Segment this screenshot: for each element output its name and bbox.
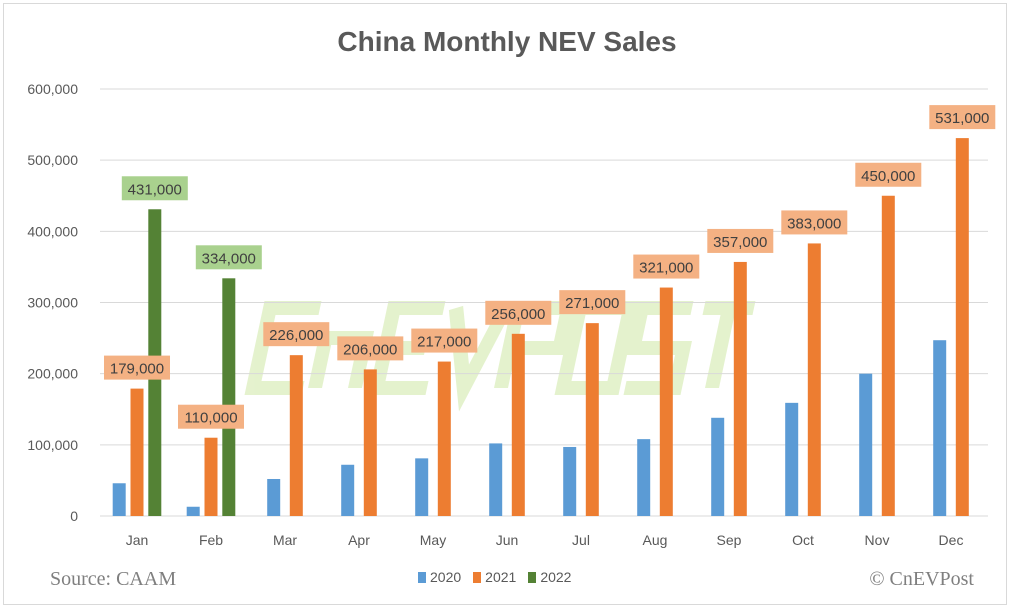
bar-2020-Jun bbox=[489, 443, 503, 516]
y-tick-label: 400,000 bbox=[27, 223, 78, 239]
y-tick-label: 300,000 bbox=[27, 295, 78, 311]
data-label: 217,000 bbox=[417, 334, 471, 351]
x-tick-label: Nov bbox=[865, 532, 890, 548]
data-label: 206,000 bbox=[343, 341, 397, 358]
bar-2021-Apr bbox=[363, 369, 377, 516]
data-label-bg bbox=[121, 176, 188, 201]
data-label-bg bbox=[178, 404, 244, 429]
x-tick-label: Jul bbox=[572, 532, 590, 548]
bar-2020-Aug bbox=[637, 439, 651, 516]
data-label-bg bbox=[195, 245, 262, 270]
bar-2020-Jul bbox=[563, 446, 577, 516]
data-label-bg bbox=[633, 254, 700, 279]
data-label: 321,000 bbox=[639, 260, 693, 277]
chart-frame bbox=[3, 3, 1007, 605]
bar-2021-Sep bbox=[733, 261, 747, 516]
bar-2021-Nov bbox=[881, 195, 895, 516]
watermark-glyph bbox=[244, 301, 322, 395]
bar-2021-Dec bbox=[955, 138, 969, 517]
x-tick-label: Apr bbox=[348, 532, 370, 548]
chart-title: China Monthly NEV Sales bbox=[337, 26, 677, 57]
legend-swatch bbox=[473, 571, 482, 583]
x-tick-label: May bbox=[420, 532, 446, 548]
data-label: 431,000 bbox=[128, 181, 182, 198]
bar-2021-Oct bbox=[807, 243, 821, 516]
legend-label: 2021 bbox=[485, 569, 517, 585]
legend-label: 2020 bbox=[430, 569, 462, 585]
legend-item-2022: 2022 bbox=[528, 569, 571, 585]
x-tick-label: Oct bbox=[792, 532, 814, 548]
y-tick-label: 200,000 bbox=[27, 366, 78, 382]
x-tick-label: Sep bbox=[717, 532, 742, 548]
legend-item-2021: 2021 bbox=[473, 569, 516, 585]
watermark-glyph bbox=[623, 301, 694, 395]
bar-2021-Mar bbox=[289, 355, 303, 516]
bar-2021-Jul bbox=[585, 323, 599, 516]
data-label-bg bbox=[559, 290, 626, 315]
x-tick-label: Jun bbox=[496, 532, 519, 548]
data-label: 531,000 bbox=[935, 110, 989, 127]
x-tick-label: Feb bbox=[199, 532, 223, 548]
legend: 2020 2021 2022 bbox=[418, 569, 571, 585]
bar-2020-Nov bbox=[859, 373, 873, 516]
y-tick-label: 100,000 bbox=[27, 437, 78, 453]
bar-2021-Feb bbox=[204, 437, 218, 516]
data-label: 357,000 bbox=[713, 234, 767, 251]
bar-2020-Sep bbox=[711, 417, 725, 516]
legend-item-2020: 2020 bbox=[418, 569, 461, 585]
bar-2020-Feb bbox=[186, 506, 200, 516]
bar-2021-Jun bbox=[511, 333, 525, 516]
y-tick-label: 600,000 bbox=[27, 81, 78, 97]
credit-note: © CnEVPost bbox=[869, 568, 974, 590]
data-label-bg bbox=[263, 322, 330, 347]
data-label-bg bbox=[337, 336, 404, 361]
data-label: 334,000 bbox=[202, 250, 256, 267]
legend-swatch bbox=[418, 571, 426, 583]
data-label-bg bbox=[411, 328, 478, 353]
data-label-bg bbox=[707, 228, 774, 253]
data-label: 271,000 bbox=[565, 295, 619, 312]
legend-label: 2022 bbox=[540, 569, 572, 585]
data-label: 110,000 bbox=[184, 410, 237, 427]
bar-2020-May bbox=[415, 458, 429, 516]
bar-2020-Dec bbox=[933, 340, 947, 516]
data-label: 256,000 bbox=[491, 306, 545, 323]
bar-2021-Jan bbox=[130, 388, 144, 516]
data-label-bg bbox=[855, 162, 922, 187]
data-label: 226,000 bbox=[269, 327, 323, 344]
bar-2020-Jan bbox=[112, 483, 126, 516]
x-tick-label: Aug bbox=[643, 532, 668, 548]
bar-2020-Apr bbox=[341, 464, 355, 516]
bar-2022-Feb bbox=[222, 278, 236, 516]
x-tick-label: Jan bbox=[126, 532, 149, 548]
data-label-bg bbox=[929, 105, 996, 130]
y-tick-label: 0 bbox=[70, 508, 78, 524]
data-label-bg bbox=[781, 210, 848, 235]
data-label: 179,000 bbox=[110, 361, 164, 378]
legend-swatch bbox=[528, 571, 537, 583]
x-tick-label: Dec bbox=[939, 532, 964, 548]
bar-2020-Oct bbox=[785, 402, 799, 516]
source-note: Source: CAAM bbox=[50, 568, 177, 590]
y-tick-label: 500,000 bbox=[27, 152, 78, 168]
data-label: 383,000 bbox=[787, 215, 841, 232]
data-label-bg bbox=[104, 355, 170, 380]
x-tick-label: Mar bbox=[273, 532, 297, 548]
bar-2021-May bbox=[437, 361, 451, 516]
data-label: 450,000 bbox=[861, 168, 915, 185]
bar-2020-Mar bbox=[267, 478, 281, 516]
data-label-bg bbox=[485, 300, 552, 325]
bar-2021-Aug bbox=[659, 287, 673, 516]
